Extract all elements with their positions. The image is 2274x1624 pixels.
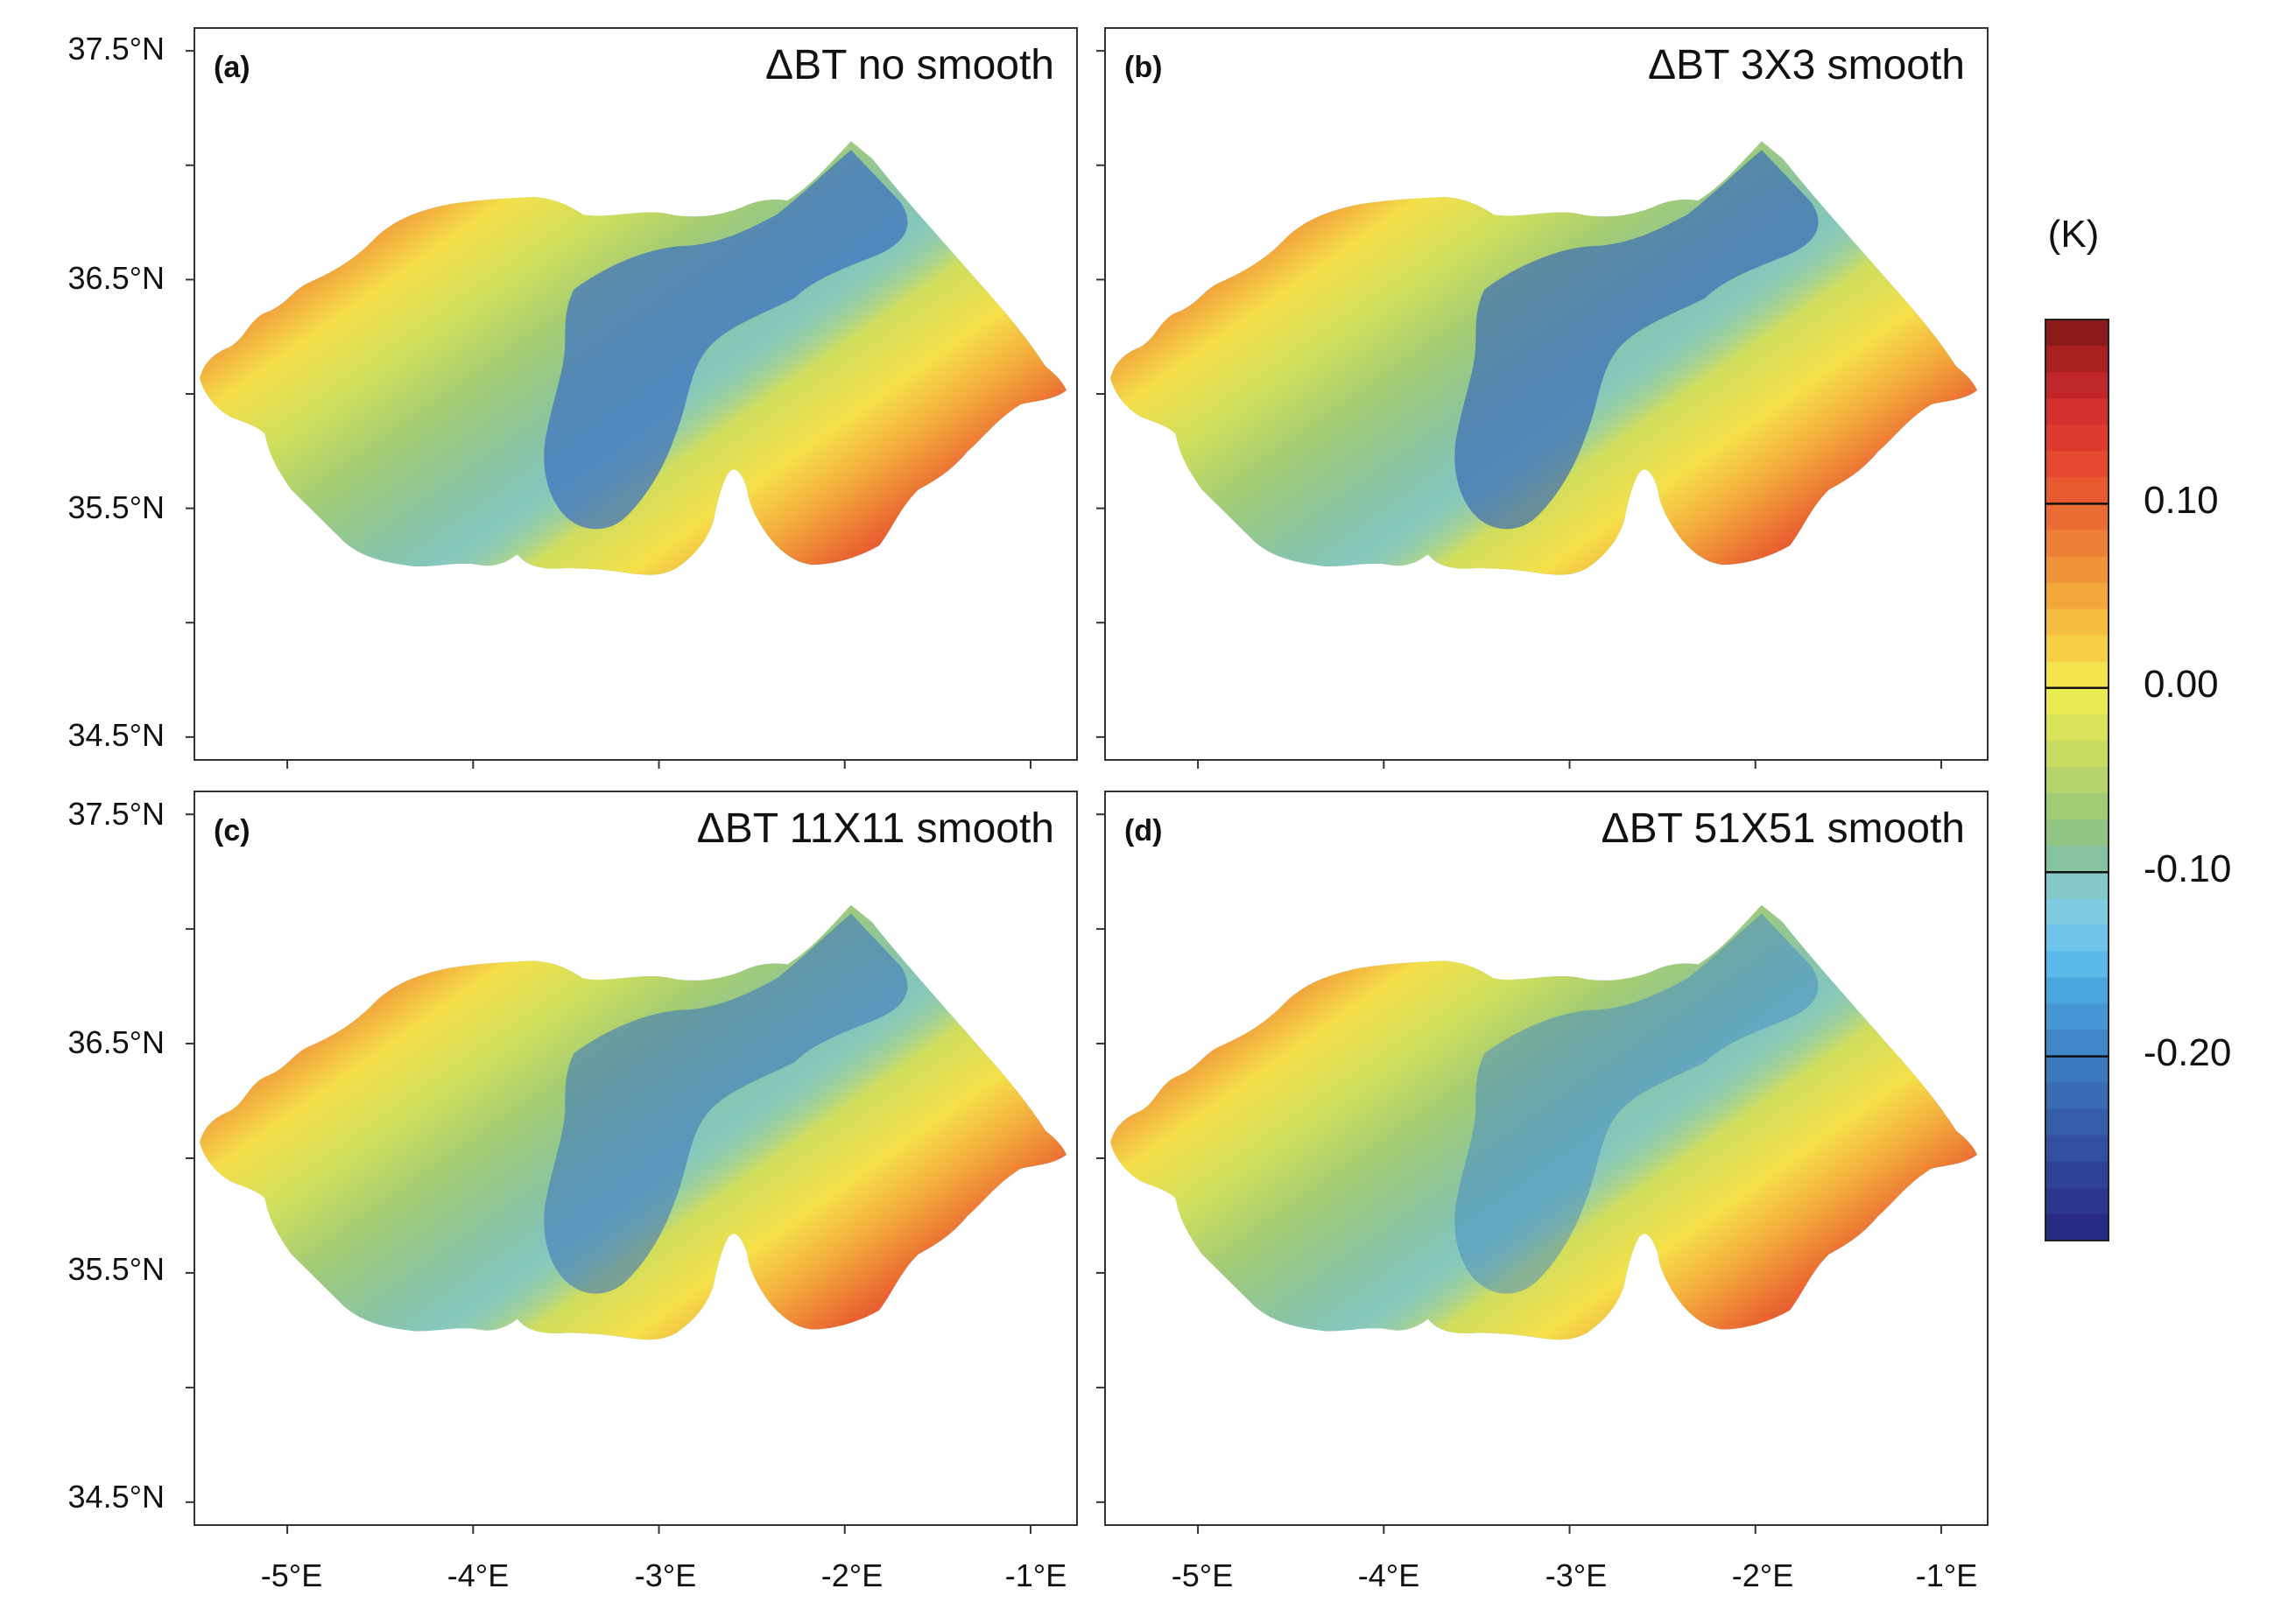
colorbar-swatch xyxy=(2045,425,2109,452)
colorbar-swatch xyxy=(2045,977,2109,1005)
colorbar-swatches xyxy=(2045,320,2109,1241)
colorbar-swatch xyxy=(2045,687,2109,715)
colorbar-swatch xyxy=(2045,608,2109,636)
panel-title: ΔBT 11X11 smooth xyxy=(697,805,1054,852)
colorbar-swatch xyxy=(2045,530,2109,558)
lat-label-34.5: 34.5°N xyxy=(68,717,165,753)
lat-label-37.5: 37.5°N xyxy=(68,796,165,832)
lon-axis-left: -5°E -4°E -3°E -2°E -1°E xyxy=(261,1557,1067,1593)
lon-label-neg4: -4°E xyxy=(1358,1557,1419,1593)
panels: (a) ΔBT no smooth (b) ΔBT 3X3 smooth (c) ΔBT … xyxy=(186,27,1989,1534)
colorbar-swatch xyxy=(2045,793,2109,820)
panel-title: ΔBT 51X51 smooth xyxy=(1602,805,1965,852)
colorbar-swatch xyxy=(2045,846,2109,873)
colorbar-swatch xyxy=(2045,1108,2109,1136)
colorbar-swatch xyxy=(2045,477,2109,504)
lat-label-35.5: 35.5°N xyxy=(68,1251,165,1287)
colorbar-swatch xyxy=(2045,766,2109,794)
lat-label-36.5: 36.5°N xyxy=(68,260,165,296)
colorbar-swatch xyxy=(2045,872,2109,899)
lon-label-neg1: -1°E xyxy=(1005,1557,1067,1593)
colorbar-tick-label-0.00: 0.00 xyxy=(2144,663,2219,706)
lon-label-neg2: -2°E xyxy=(821,1557,883,1593)
lon-label-neg2: -2°E xyxy=(1732,1557,1793,1593)
map-panel-b: (b) ΔBT 3X3 smooth xyxy=(1096,27,1989,769)
colorbar-swatch xyxy=(2045,582,2109,610)
lon-label-neg5: -5°E xyxy=(261,1557,322,1593)
panel-ticks xyxy=(186,50,1031,769)
lat-axis-top-row: 37.5°N 36.5°N 35.5°N 34.5°N xyxy=(68,31,165,753)
colorbar-swatch xyxy=(2045,556,2109,584)
panel-label: (a) xyxy=(214,51,250,84)
colorbar-swatch xyxy=(2045,346,2109,373)
colorbar-swatch xyxy=(2045,451,2109,478)
lon-label-neg4: -4°E xyxy=(447,1557,509,1593)
panel-title: ΔBT no smooth xyxy=(765,42,1054,88)
colorbar-swatch xyxy=(2045,951,2109,979)
colorbar-swatch xyxy=(2045,1161,2109,1189)
colorbar-swatch xyxy=(2045,1003,2109,1031)
colorbar-tick-label-0.10: 0.10 xyxy=(2144,479,2219,522)
panel-label: (d) xyxy=(1124,814,1162,847)
colorbar-swatch xyxy=(2045,1030,2109,1058)
colorbar-frame xyxy=(2045,319,2109,1241)
colorbar-ticks xyxy=(2045,503,2109,1058)
colorbar-swatch xyxy=(2045,924,2109,952)
lat-axis-bottom-row: 37.5°N 36.5°N 35.5°N 34.5°N xyxy=(68,796,165,1515)
colorbar-swatch xyxy=(2045,503,2109,531)
panel-label: (b) xyxy=(1124,51,1162,84)
colorbar-swatch xyxy=(2045,714,2109,742)
colorbar-swatch xyxy=(2045,320,2109,347)
map-panel-d: (d) ΔBT 51X51 smooth xyxy=(1096,791,1989,1534)
colorbar-swatch xyxy=(2045,819,2109,847)
panel-title: ΔBT 3X3 smooth xyxy=(1648,42,1965,88)
lat-label-35.5: 35.5°N xyxy=(68,489,165,525)
colorbar-swatch xyxy=(2045,635,2109,663)
panel-ticks xyxy=(186,813,1031,1534)
lat-label-37.5: 37.5°N xyxy=(68,31,165,67)
colorbar-swatch xyxy=(2045,398,2109,425)
colorbar-swatch xyxy=(2045,372,2109,399)
colorbar-swatch xyxy=(2045,1213,2109,1241)
lon-axis-right: -5°E -4°E -3°E -2°E -1°E xyxy=(1172,1557,1977,1593)
lat-label-36.5: 36.5°N xyxy=(68,1024,165,1060)
colorbar-swatch xyxy=(2045,1187,2109,1215)
lon-label-neg1: -1°E xyxy=(1916,1557,1977,1593)
colorbar-swatch xyxy=(2045,1135,2109,1163)
colorbar-swatch xyxy=(2045,898,2109,925)
lon-label-neg5: -5°E xyxy=(1172,1557,1233,1593)
colorbar-tick-label-neg0.10: -0.10 xyxy=(2144,847,2231,890)
panel-ticks xyxy=(1096,813,1942,1534)
colorbar-swatch xyxy=(2045,740,2109,768)
colorbar-swatch xyxy=(2045,1082,2109,1110)
map-panel-a: (a) ΔBT no smooth xyxy=(186,27,1078,769)
colorbar-unit: (K) xyxy=(2048,213,2100,256)
colorbar-tick-label-neg0.20: -0.20 xyxy=(2144,1031,2231,1074)
lon-label-neg3: -3°E xyxy=(1545,1557,1607,1593)
colorbar-swatch xyxy=(2045,1056,2109,1084)
panel-label: (c) xyxy=(214,814,250,847)
map-panel-c: (c) ΔBT 11X11 smooth xyxy=(186,791,1078,1534)
lon-label-neg3: -3°E xyxy=(635,1557,696,1593)
colorbar: (K) 0.10 0.00 -0.10 -0.20 xyxy=(2045,213,2231,1241)
lat-label-34.5: 34.5°N xyxy=(68,1479,165,1515)
colorbar-swatch xyxy=(2045,661,2109,689)
panel-ticks xyxy=(1096,50,1942,769)
